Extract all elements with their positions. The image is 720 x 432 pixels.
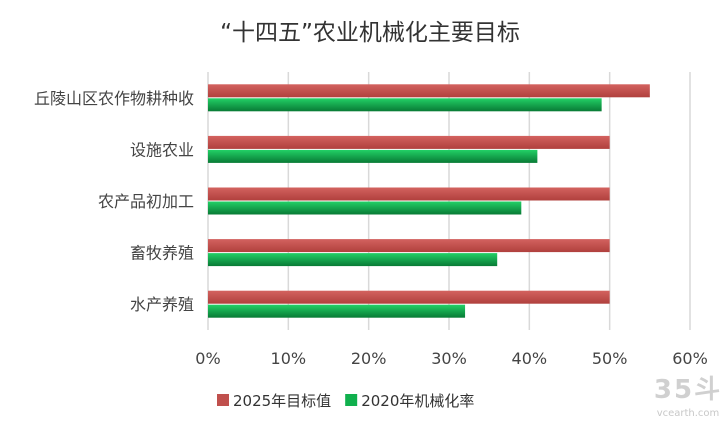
bar (208, 201, 522, 215)
bar (208, 98, 602, 112)
watermark-url: vcearth.com (657, 408, 720, 419)
x-tick-label: 10% (271, 349, 307, 368)
bar (208, 253, 498, 267)
bar (208, 304, 466, 318)
x-tick-label: 30% (431, 349, 467, 368)
chart-title: “十四五”农业机械化主要目标 (220, 20, 520, 46)
category-label: 畜牧养殖 (130, 244, 194, 263)
watermark-logo: 35斗 (654, 375, 720, 405)
bar (208, 187, 610, 201)
category-label: 水产养殖 (130, 295, 194, 314)
legend-label: 2025年目标值 (233, 392, 331, 410)
legend-swatch (217, 394, 229, 406)
x-tick-label: 40% (512, 349, 548, 368)
x-tick-label: 60% (672, 349, 708, 368)
x-tick-label: 0% (195, 349, 220, 368)
bar (208, 84, 650, 98)
x-tick-label: 50% (592, 349, 628, 368)
bar (208, 135, 610, 149)
bars (208, 84, 650, 318)
gridlines (207, 72, 691, 330)
watermark: 35斗 vcearth.com (654, 375, 720, 419)
x-tick-label: 20% (351, 349, 387, 368)
category-label: 设施农业 (130, 140, 194, 159)
bar (208, 239, 610, 253)
x-tick-labels: 0% 10% 20% 30% 40% 50% 60% (195, 349, 707, 368)
legend: 2025年目标值 2020年机械化率 (217, 392, 474, 410)
bar (208, 290, 610, 304)
bar (208, 149, 538, 163)
category-label: 农产品初加工 (98, 192, 194, 211)
legend-label: 2020年机械化率 (361, 392, 474, 410)
category-label: 丘陵山区农作物耕种收 (34, 89, 194, 108)
legend-swatch (345, 394, 358, 406)
